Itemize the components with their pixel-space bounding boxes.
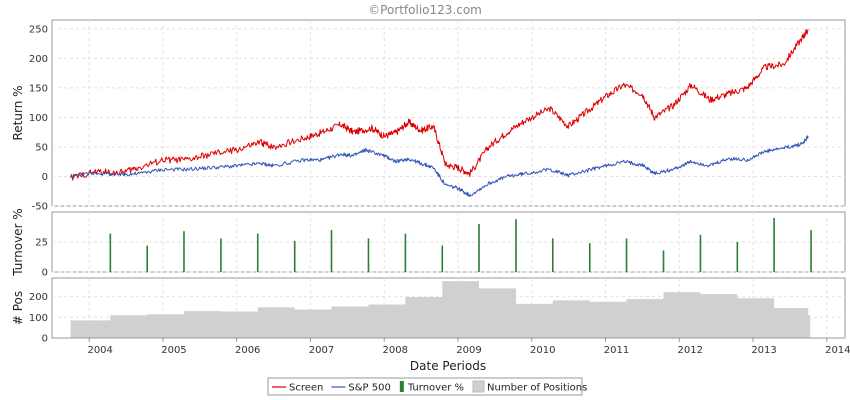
plot-frame bbox=[51, 19, 846, 207]
y-tick-label: 200 bbox=[29, 292, 48, 303]
turnover-bar bbox=[588, 243, 591, 272]
turnover-bar bbox=[109, 233, 112, 272]
x-tick-label: 2012 bbox=[678, 345, 703, 356]
y-tick-label: -50 bbox=[32, 202, 48, 213]
turnover-bar bbox=[699, 234, 702, 272]
legend-item: Screen bbox=[272, 383, 323, 394]
x-tick-label: 2008 bbox=[383, 345, 408, 356]
turnover-bar bbox=[662, 250, 665, 272]
x-tick-label: 2011 bbox=[604, 345, 629, 356]
legend-label: Number of Positions bbox=[487, 383, 587, 394]
x-axis: 2004 2005 2006 2007 2008 2009 2010 2011 2012 2013… bbox=[52, 337, 850, 356]
y-tick-label: 50 bbox=[35, 142, 48, 153]
x-tick-label: 2014 bbox=[825, 345, 850, 356]
turnover-bar bbox=[515, 219, 517, 272]
turnover-bar bbox=[736, 242, 739, 272]
y-tick-label: 100 bbox=[29, 313, 48, 324]
turnover-bar bbox=[441, 245, 444, 272]
turnover-bar bbox=[220, 238, 222, 272]
y-tick-label: 250 bbox=[29, 24, 48, 35]
x-axis-title: Date Periods bbox=[410, 359, 486, 373]
turnover-bar bbox=[183, 231, 185, 272]
legend-item: S&P 500 bbox=[331, 383, 391, 394]
x-tick-label: 2006 bbox=[235, 345, 260, 356]
sp500-series-line bbox=[70, 135, 809, 197]
turnover-bar bbox=[404, 233, 407, 272]
y-tick-label: 200 bbox=[29, 54, 48, 65]
turnover-bar bbox=[810, 230, 812, 272]
turnover-bar bbox=[625, 238, 628, 272]
legend: Screen S&P 500 Turnover % Number of Positio… bbox=[267, 377, 587, 396]
y-tick-label: 25 bbox=[35, 238, 48, 249]
legend-swatch bbox=[472, 380, 485, 393]
legend-label: Screen bbox=[289, 383, 323, 394]
turnover-bar bbox=[367, 238, 370, 272]
turnover-bar bbox=[478, 224, 480, 272]
turnover-bar bbox=[293, 240, 296, 272]
positions-panel: 0 100 200 # Pos bbox=[11, 277, 846, 345]
legend-item: Turnover % bbox=[399, 381, 464, 394]
x-tick-label: 2004 bbox=[87, 345, 112, 356]
x-tick-label: 2010 bbox=[530, 345, 555, 356]
legend-item: Number of Positions bbox=[472, 380, 587, 394]
turnover-bar bbox=[256, 233, 259, 272]
x-tick-label: 2007 bbox=[309, 345, 334, 356]
turnover-bar bbox=[551, 238, 554, 272]
y-tick-label: 0 bbox=[42, 268, 48, 279]
turnover-bar bbox=[146, 245, 149, 272]
y-tick-label: 150 bbox=[29, 83, 48, 94]
watermark: ©Portfolio123.com bbox=[368, 3, 482, 17]
legend-label: S&P 500 bbox=[348, 383, 390, 394]
turnover-panel: 0 25 Turnover % bbox=[11, 208, 846, 279]
y-tick-label: 0 bbox=[42, 172, 48, 183]
legend-box bbox=[267, 377, 583, 396]
y-axis-title: Return % bbox=[11, 85, 25, 140]
positions-area bbox=[70, 281, 811, 338]
y-axis-title: Turnover % bbox=[11, 208, 25, 276]
turnover-bar bbox=[773, 218, 775, 272]
legend-swatch bbox=[399, 381, 404, 392]
x-tick-label: 2013 bbox=[751, 345, 776, 356]
screen-series-line bbox=[70, 29, 809, 181]
y-axis-title: # Pos bbox=[11, 291, 25, 325]
turnover-bar bbox=[330, 230, 333, 272]
legend-label: Turnover % bbox=[407, 383, 464, 394]
y-tick-label: 100 bbox=[29, 113, 48, 124]
x-tick-label: 2005 bbox=[161, 345, 186, 356]
x-tick-label: 2009 bbox=[456, 345, 481, 356]
returns-panel: -50 0 50 100 150 200 250 Return % bbox=[11, 19, 846, 213]
y-tick-label: 0 bbox=[42, 334, 48, 345]
